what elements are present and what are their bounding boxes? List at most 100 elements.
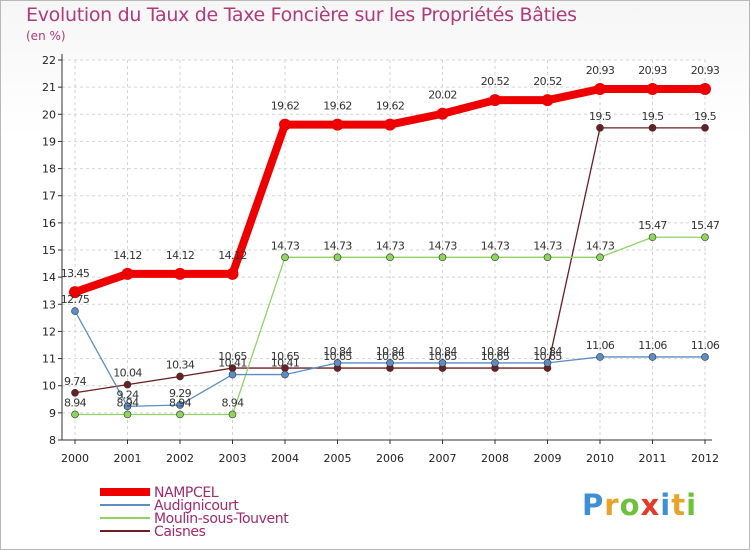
data-label: 14.73	[323, 239, 352, 252]
data-label: 10.84	[428, 345, 457, 358]
x-tick-label: 2002	[166, 452, 194, 465]
chart-title: Evolution du Taux de Taxe Foncière sur l…	[26, 4, 577, 26]
data-point	[699, 83, 711, 96]
data-point	[174, 267, 186, 280]
data-label: 10.84	[376, 345, 405, 358]
x-tick-label: 2005	[324, 452, 352, 465]
y-tick-label: 12	[42, 325, 56, 338]
data-label: 10.65	[271, 350, 300, 363]
data-label: 10.65	[218, 350, 247, 363]
legend-label: Moulin-sous-Touvent	[154, 511, 289, 527]
y-tick-label: 14	[42, 271, 56, 284]
data-point	[438, 253, 447, 262]
data-label: 10.04	[113, 367, 142, 380]
data-label: 19.5	[694, 110, 717, 123]
data-point	[69, 286, 81, 299]
data-point	[384, 118, 396, 131]
data-point	[123, 402, 132, 411]
data-point	[123, 380, 132, 389]
data-point	[541, 94, 554, 107]
logo-letter: P	[582, 488, 605, 522]
data-point	[281, 253, 289, 262]
data-label: 10.65	[481, 350, 510, 363]
data-point	[71, 307, 79, 315]
data-point	[596, 353, 604, 361]
logo-letter: r	[604, 488, 620, 522]
x-tick-label: 2012	[691, 452, 719, 465]
y-tick-label: 22	[42, 54, 56, 67]
data-point	[489, 94, 501, 107]
data-point	[596, 124, 604, 132]
data-label: 14.73	[271, 239, 300, 252]
data-point	[386, 253, 394, 262]
data-point	[701, 233, 709, 242]
data-label: 19.62	[376, 100, 405, 113]
data-label: 12.75	[61, 293, 90, 306]
data-label: 10.84	[533, 345, 562, 358]
data-point	[176, 372, 184, 381]
data-label: 10.65	[428, 350, 457, 363]
data-label: 19.62	[323, 100, 352, 113]
data-label: 14.12	[166, 249, 195, 262]
data-label: 19.5	[589, 110, 612, 123]
data-point	[121, 267, 134, 280]
data-label: 14.73	[481, 239, 510, 252]
data-label: 20.93	[691, 64, 720, 77]
logo-letter: i	[660, 488, 672, 522]
data-point	[648, 353, 657, 361]
y-tick-label: 10	[42, 380, 56, 393]
x-tick-label: 2007	[429, 452, 457, 465]
data-label: 9.29	[169, 387, 192, 400]
data-point	[333, 253, 342, 262]
data-label: 14.73	[376, 239, 405, 252]
y-tick-label: 9	[49, 407, 56, 420]
data-label: 8.94	[64, 396, 87, 409]
x-tick-label: 2001	[114, 452, 142, 465]
data-label: 10.65	[323, 350, 352, 363]
data-label: 10.41	[271, 357, 300, 370]
x-tick-label: 2011	[639, 452, 667, 465]
data-point	[543, 253, 552, 262]
y-tick-label: 19	[42, 135, 56, 148]
data-label: 19.5	[641, 110, 664, 123]
data-point	[333, 359, 342, 367]
data-point	[646, 83, 659, 96]
proxiti-logo: Proxiti	[582, 488, 697, 522]
data-point	[176, 410, 184, 419]
y-tick-label: 20	[42, 108, 56, 121]
data-label: 14.12	[113, 249, 142, 262]
x-tick-label: 2010	[586, 452, 614, 465]
data-label: 13.45	[61, 267, 90, 280]
data-point	[386, 359, 394, 367]
data-label: 10.41	[218, 357, 247, 370]
y-tick-label: 15	[42, 244, 56, 257]
y-tick-label: 16	[42, 217, 56, 230]
data-label: 20.52	[533, 75, 562, 88]
data-point	[436, 107, 449, 120]
y-tick-label: 13	[42, 298, 56, 311]
data-point	[543, 359, 552, 367]
x-tick-label: 2009	[534, 452, 562, 465]
data-point	[701, 353, 709, 361]
y-tick-label: 17	[42, 190, 56, 203]
data-point	[228, 370, 237, 379]
data-point	[71, 388, 79, 397]
data-label: 8.94	[116, 396, 139, 409]
data-point	[491, 359, 499, 367]
logo-letter: x	[640, 488, 661, 522]
data-point	[71, 410, 79, 419]
data-label: 20.93	[638, 64, 667, 77]
data-label: 10.65	[533, 350, 562, 363]
logo-letter: o	[619, 488, 641, 522]
data-label: 10.34	[166, 358, 195, 371]
y-tick-label: 18	[42, 163, 56, 176]
x-tick-label: 2000	[61, 452, 89, 465]
data-label: 20.93	[586, 64, 615, 77]
data-point	[176, 401, 184, 409]
data-point	[438, 359, 447, 367]
data-point	[331, 118, 344, 131]
data-point	[281, 370, 289, 379]
data-label: 9.24	[116, 388, 139, 401]
data-point	[123, 410, 132, 419]
y-tick-label: 11	[42, 353, 56, 366]
